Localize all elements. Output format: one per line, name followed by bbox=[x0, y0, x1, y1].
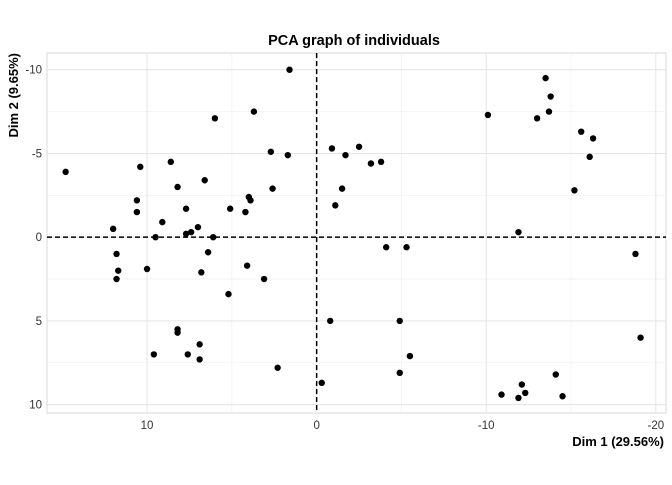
data-point bbox=[198, 269, 205, 276]
chart-title: PCA graph of individuals bbox=[268, 33, 440, 49]
x-tick-label: 10 bbox=[141, 420, 154, 432]
data-point bbox=[201, 177, 208, 184]
data-point bbox=[406, 352, 414, 360]
data-point bbox=[328, 145, 336, 152]
data-point bbox=[518, 381, 526, 388]
data-point bbox=[342, 151, 349, 159]
y-tick-label: 10 bbox=[29, 400, 42, 412]
data-point bbox=[159, 218, 166, 226]
grid-layer bbox=[46, 52, 667, 414]
y-tick-label: 5 bbox=[36, 316, 42, 328]
data-point bbox=[382, 244, 390, 251]
data-point bbox=[559, 393, 566, 400]
data-point bbox=[338, 185, 346, 192]
data-point bbox=[545, 108, 553, 115]
data-point bbox=[167, 158, 174, 166]
data-point bbox=[211, 115, 219, 122]
data-point bbox=[226, 205, 234, 212]
data-point bbox=[196, 341, 203, 348]
data-point bbox=[377, 158, 385, 166]
data-point bbox=[396, 369, 403, 377]
data-point bbox=[225, 290, 232, 298]
panel-border bbox=[46, 52, 667, 414]
data-point bbox=[182, 230, 190, 238]
data-point bbox=[403, 244, 410, 251]
data-point bbox=[150, 351, 158, 358]
y-axis-title: Dim 2 (9.65%) bbox=[6, 53, 21, 138]
data-point bbox=[547, 93, 554, 100]
data-point bbox=[182, 205, 190, 212]
data-point bbox=[327, 317, 334, 325]
data-point bbox=[284, 151, 292, 159]
data-point bbox=[267, 148, 275, 155]
data-point bbox=[269, 185, 276, 192]
data-point bbox=[196, 356, 203, 363]
data-point bbox=[260, 275, 268, 283]
data-point bbox=[552, 371, 559, 378]
data-point bbox=[367, 160, 375, 167]
data-point bbox=[194, 223, 202, 231]
data-point bbox=[515, 394, 522, 402]
data-point bbox=[396, 317, 403, 325]
x-tick-label: -10 bbox=[478, 420, 495, 432]
data-point bbox=[533, 115, 541, 122]
data-point bbox=[484, 111, 492, 119]
data-point bbox=[115, 267, 122, 274]
data-point bbox=[515, 228, 522, 236]
data-point bbox=[184, 351, 191, 358]
x-axis-title: Dim 1 (29.56%) bbox=[572, 434, 664, 449]
data-point bbox=[152, 233, 159, 241]
data-point bbox=[109, 225, 117, 233]
data-point bbox=[209, 233, 217, 241]
x-axis-ticks: 10 0 -10 -20 bbox=[141, 420, 664, 432]
data-point bbox=[578, 128, 585, 135]
data-point bbox=[498, 391, 505, 398]
data-point bbox=[242, 208, 249, 216]
data-point bbox=[133, 208, 141, 216]
y-tick-label: -10 bbox=[25, 65, 42, 77]
data-point bbox=[632, 250, 639, 258]
data-point bbox=[522, 389, 529, 397]
data-point bbox=[332, 202, 339, 209]
data-point bbox=[586, 153, 593, 161]
data-point bbox=[286, 66, 293, 73]
y-tick-label: -5 bbox=[32, 148, 42, 160]
y-axis-ticks: -10 -5 0 5 10 bbox=[25, 65, 42, 412]
data-point bbox=[113, 275, 120, 283]
data-point bbox=[187, 228, 195, 236]
data-point bbox=[137, 163, 144, 171]
data-point bbox=[589, 135, 597, 142]
y-tick-label: 0 bbox=[36, 232, 42, 244]
data-point bbox=[62, 168, 69, 176]
points-layer bbox=[62, 66, 644, 402]
data-point bbox=[204, 249, 212, 256]
data-point bbox=[247, 197, 254, 204]
data-point bbox=[571, 187, 578, 194]
data-point bbox=[174, 329, 181, 336]
data-point bbox=[318, 379, 325, 387]
data-point bbox=[355, 143, 363, 150]
data-point bbox=[133, 197, 141, 204]
data-point bbox=[143, 265, 151, 273]
reference-lines bbox=[47, 53, 666, 413]
data-point bbox=[250, 108, 258, 115]
data-point bbox=[174, 183, 181, 191]
data-point bbox=[243, 262, 251, 269]
x-tick-label: -20 bbox=[648, 420, 665, 432]
data-point bbox=[542, 74, 549, 82]
data-point bbox=[274, 364, 281, 371]
data-point bbox=[113, 250, 120, 258]
x-tick-label: 0 bbox=[313, 420, 319, 432]
data-point bbox=[637, 334, 644, 341]
